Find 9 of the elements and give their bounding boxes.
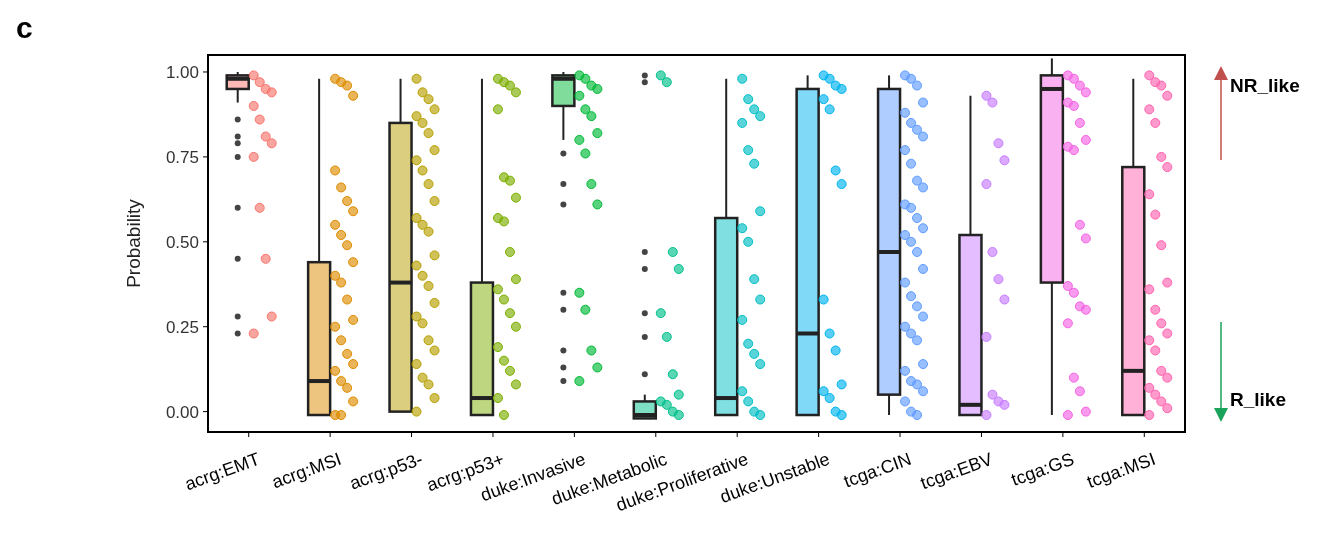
- text: NR_like: [1230, 75, 1300, 96]
- text: R_like: [1230, 389, 1286, 410]
- y-tick-label: 0.50: [165, 232, 199, 252]
- y-tick-label: 0.25: [165, 317, 199, 337]
- y-tick-label: 0.75: [165, 147, 199, 167]
- y-axis-title: Probability: [123, 198, 144, 288]
- y-tick-label: 0.00: [165, 402, 199, 422]
- y-tick-label: 1.00: [165, 62, 199, 82]
- text: c: [16, 11, 33, 44]
